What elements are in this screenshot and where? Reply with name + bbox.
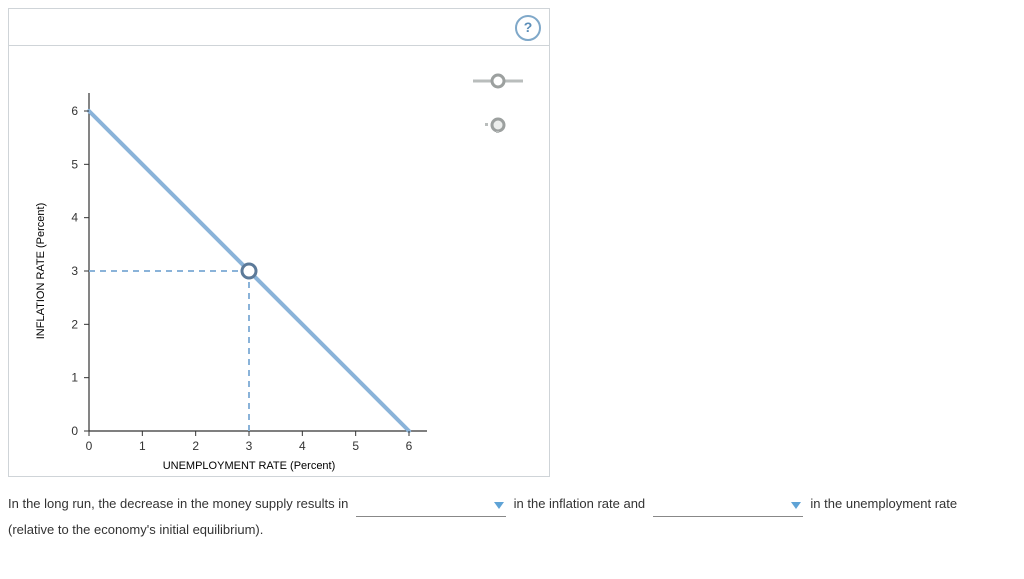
svg-text:3: 3 (71, 264, 78, 278)
svg-text:6: 6 (71, 104, 78, 118)
phillips-curve-chart: 01234560123456 INFLATION RATE (Percent) … (9, 46, 549, 476)
chevron-down-icon (494, 502, 504, 509)
chart-widget: ? 0 1 2 3 4 5 6 0 1 2 3 4 5 6 INFLATION RATE (Percent… (8, 8, 550, 477)
legend-point-item[interactable] (469, 110, 527, 140)
question-part3: in the unemployment rate (810, 496, 957, 511)
x-axis-title: UNEMPLOYMENT RATE (Percent) (163, 460, 336, 472)
legend (469, 66, 527, 154)
question-text: In the long run, the decrease in the mon… (8, 491, 1008, 543)
legend-line-item[interactable] (469, 66, 527, 96)
inflation-rate-dropdown[interactable] (356, 498, 506, 517)
svg-text:1: 1 (139, 439, 146, 453)
svg-text:4: 4 (299, 439, 306, 453)
unemployment-rate-dropdown[interactable] (653, 498, 803, 517)
svg-text:0: 0 (71, 424, 78, 438)
svg-text:2: 2 (71, 317, 78, 331)
help-button[interactable]: ? (515, 15, 541, 41)
question-part4: (relative to the economy's initial equil… (8, 522, 263, 537)
svg-text:1: 1 (71, 371, 78, 385)
y-axis-title: INFLATION RATE (Percent) (35, 203, 47, 340)
svg-text:6: 6 (406, 439, 413, 453)
svg-text:0: 0 (86, 439, 93, 453)
svg-text:5: 5 (352, 439, 359, 453)
svg-text:3: 3 (246, 439, 253, 453)
svg-text:5: 5 (71, 157, 78, 171)
question-part2: in the inflation rate and (514, 496, 646, 511)
svg-text:4: 4 (71, 211, 78, 225)
chevron-down-icon (791, 502, 801, 509)
svg-text:2: 2 (192, 439, 199, 453)
chart-area: 01234560123456 INFLATION RATE (Percent) … (9, 46, 549, 476)
widget-header: ? (9, 9, 549, 46)
question-part1: In the long run, the decrease in the mon… (8, 496, 348, 511)
